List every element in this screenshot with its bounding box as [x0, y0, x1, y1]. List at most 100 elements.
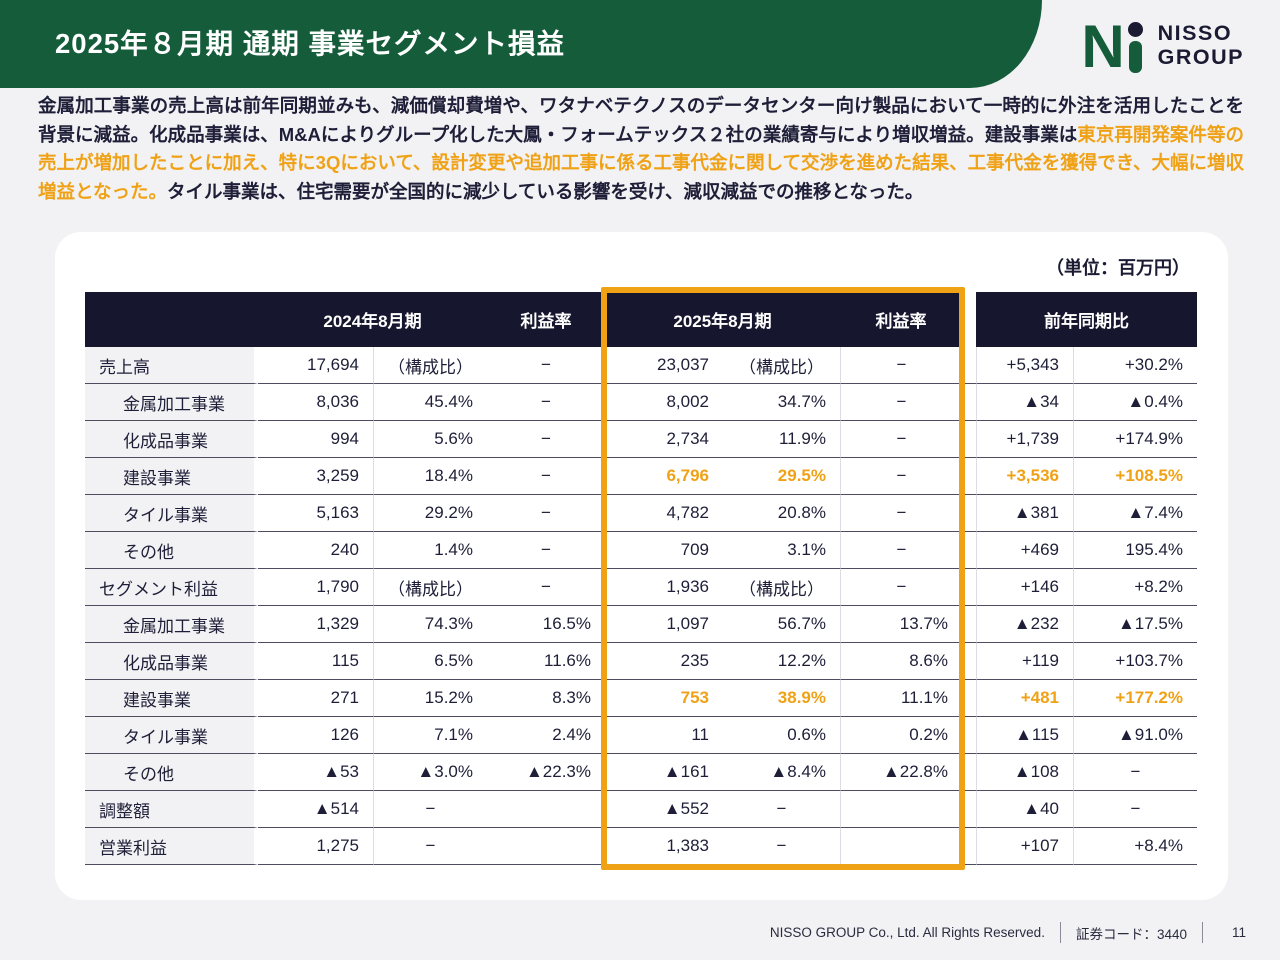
table-cell: 17,694: [258, 347, 373, 384]
table-cell: 8.6%: [840, 643, 962, 680]
table-cell: 56.7%: [723, 606, 840, 643]
table-cell: ▲0.4%: [1073, 384, 1197, 421]
table-cell: 2,734: [605, 421, 723, 458]
nisso-logo-icon: N: [1081, 13, 1143, 80]
table-cell: −: [840, 458, 962, 495]
row-label: 営業利益: [85, 828, 258, 865]
table-cell: 753: [605, 680, 723, 717]
col-header-fy2024: 2024年8月期: [258, 292, 487, 347]
table-cell: ▲8.4%: [723, 754, 840, 791]
table-cell: 0.2%: [840, 717, 962, 754]
table-cell: 34.7%: [723, 384, 840, 421]
table-cell: 3,259: [258, 458, 373, 495]
intro-text-segment: 金属加工事業の売上高は前年同期並みも、減価償却費増や、ワタナベテクノスのデータセ…: [38, 95, 1244, 145]
logo-wordmark-line1: NISSO: [1157, 20, 1233, 45]
row-label: タイル事業: [85, 717, 258, 754]
table-cell: ▲22.8%: [840, 754, 962, 791]
table-cell: +103.7%: [1073, 643, 1197, 680]
table-cell: −: [373, 828, 487, 865]
table-cell: −: [487, 458, 605, 495]
table-cell: 4,782: [605, 495, 723, 532]
logo-wordmark: NISSO GROUP: [1158, 21, 1244, 69]
table-cell: 1,790: [258, 569, 373, 606]
table-cell: 8,002: [605, 384, 723, 421]
table-cell: 6.5%: [373, 643, 487, 680]
intro-highlight-segment: 東京再開発案件等の売上が増加したことに加え、特に3Qにおいて、設計変更や追加工事…: [38, 123, 1244, 202]
table-cell: +30.2%: [1073, 347, 1197, 384]
table-cell: 11.1%: [840, 680, 962, 717]
table-cell: 1,383: [605, 828, 723, 865]
col-header-fy2025: 2025年8月期: [605, 292, 840, 347]
table-cell: [487, 828, 605, 865]
table-cell: −: [840, 421, 962, 458]
table-cell: +107: [976, 828, 1073, 865]
table-card: （単位：百万円） 2024年8月期 利益率 2025年8月期 利益率 前年同期比…: [55, 232, 1228, 900]
table-spacer-cell: [962, 754, 976, 791]
table-cell: （構成比）: [723, 569, 840, 606]
table-cell: 20.8%: [723, 495, 840, 532]
table-cell: （構成比）: [723, 347, 840, 384]
table-cell: 16.5%: [487, 606, 605, 643]
row-label: 金属加工事業: [85, 606, 258, 643]
table-cell: 74.3%: [373, 606, 487, 643]
table-cell: ▲108: [976, 754, 1073, 791]
table-cell: +3,536: [976, 458, 1073, 495]
table-cell: ▲161: [605, 754, 723, 791]
table-cell: 38.9%: [723, 680, 840, 717]
table-spacer-cell: [962, 606, 976, 643]
table-spacer-cell: [962, 347, 976, 384]
table-cell: 5,163: [258, 495, 373, 532]
table-cell: 994: [258, 421, 373, 458]
table-spacer-cell: [962, 791, 976, 828]
table-cell: +146: [976, 569, 1073, 606]
table-cell: −: [487, 421, 605, 458]
table-cell: +119: [976, 643, 1073, 680]
table-cell: 7.1%: [373, 717, 487, 754]
col-header-yoy: 前年同期比: [976, 292, 1197, 347]
table-cell: ▲53: [258, 754, 373, 791]
row-label: 建設事業: [85, 680, 258, 717]
table-cell: −: [840, 532, 962, 569]
col-header-margin-2025: 利益率: [840, 292, 962, 347]
page-title: 2025年８月期 通期 事業セグメント損益: [55, 28, 565, 59]
page-number: 11: [1231, 925, 1246, 940]
table-cell: [487, 791, 605, 828]
table-cell: −: [487, 495, 605, 532]
table-cell: 5.6%: [373, 421, 487, 458]
table-cell: 1,329: [258, 606, 373, 643]
table-cell: 3.1%: [723, 532, 840, 569]
table-cell: ▲381: [976, 495, 1073, 532]
table-cell: 29.5%: [723, 458, 840, 495]
logo-letter-i: [1127, 22, 1143, 76]
table-cell: +8.4%: [1073, 828, 1197, 865]
table-cell: [840, 828, 962, 865]
logo-letter-n: N: [1081, 13, 1124, 80]
row-label: 化成品事業: [85, 643, 258, 680]
table-cell: +481: [976, 680, 1073, 717]
table-cell: 45.4%: [373, 384, 487, 421]
table-spacer-cell: [962, 421, 976, 458]
logo-i-stem: [1128, 41, 1142, 73]
table-cell: +469: [976, 532, 1073, 569]
table-spacer-cell: [962, 384, 976, 421]
table-cell: [840, 791, 962, 828]
table-cell: 23,037: [605, 347, 723, 384]
table-spacer-cell: [962, 569, 976, 606]
table-cell: 709: [605, 532, 723, 569]
table-cell: 11.9%: [723, 421, 840, 458]
table-cell: 1.4%: [373, 532, 487, 569]
table-cell: ▲552: [605, 791, 723, 828]
table-cell: 8,036: [258, 384, 373, 421]
row-label: 化成品事業: [85, 421, 258, 458]
table-cell: 12.2%: [723, 643, 840, 680]
table-cell: ▲17.5%: [1073, 606, 1197, 643]
table-cell: −: [487, 384, 605, 421]
row-label: 売上高: [85, 347, 258, 384]
table-cell: 11.6%: [487, 643, 605, 680]
table-cell: +8.2%: [1073, 569, 1197, 606]
table-cell: （構成比）: [373, 347, 487, 384]
col-header-spacer: [962, 292, 976, 347]
table-cell: 1,097: [605, 606, 723, 643]
table-cell: ▲514: [258, 791, 373, 828]
table-cell: +5,343: [976, 347, 1073, 384]
